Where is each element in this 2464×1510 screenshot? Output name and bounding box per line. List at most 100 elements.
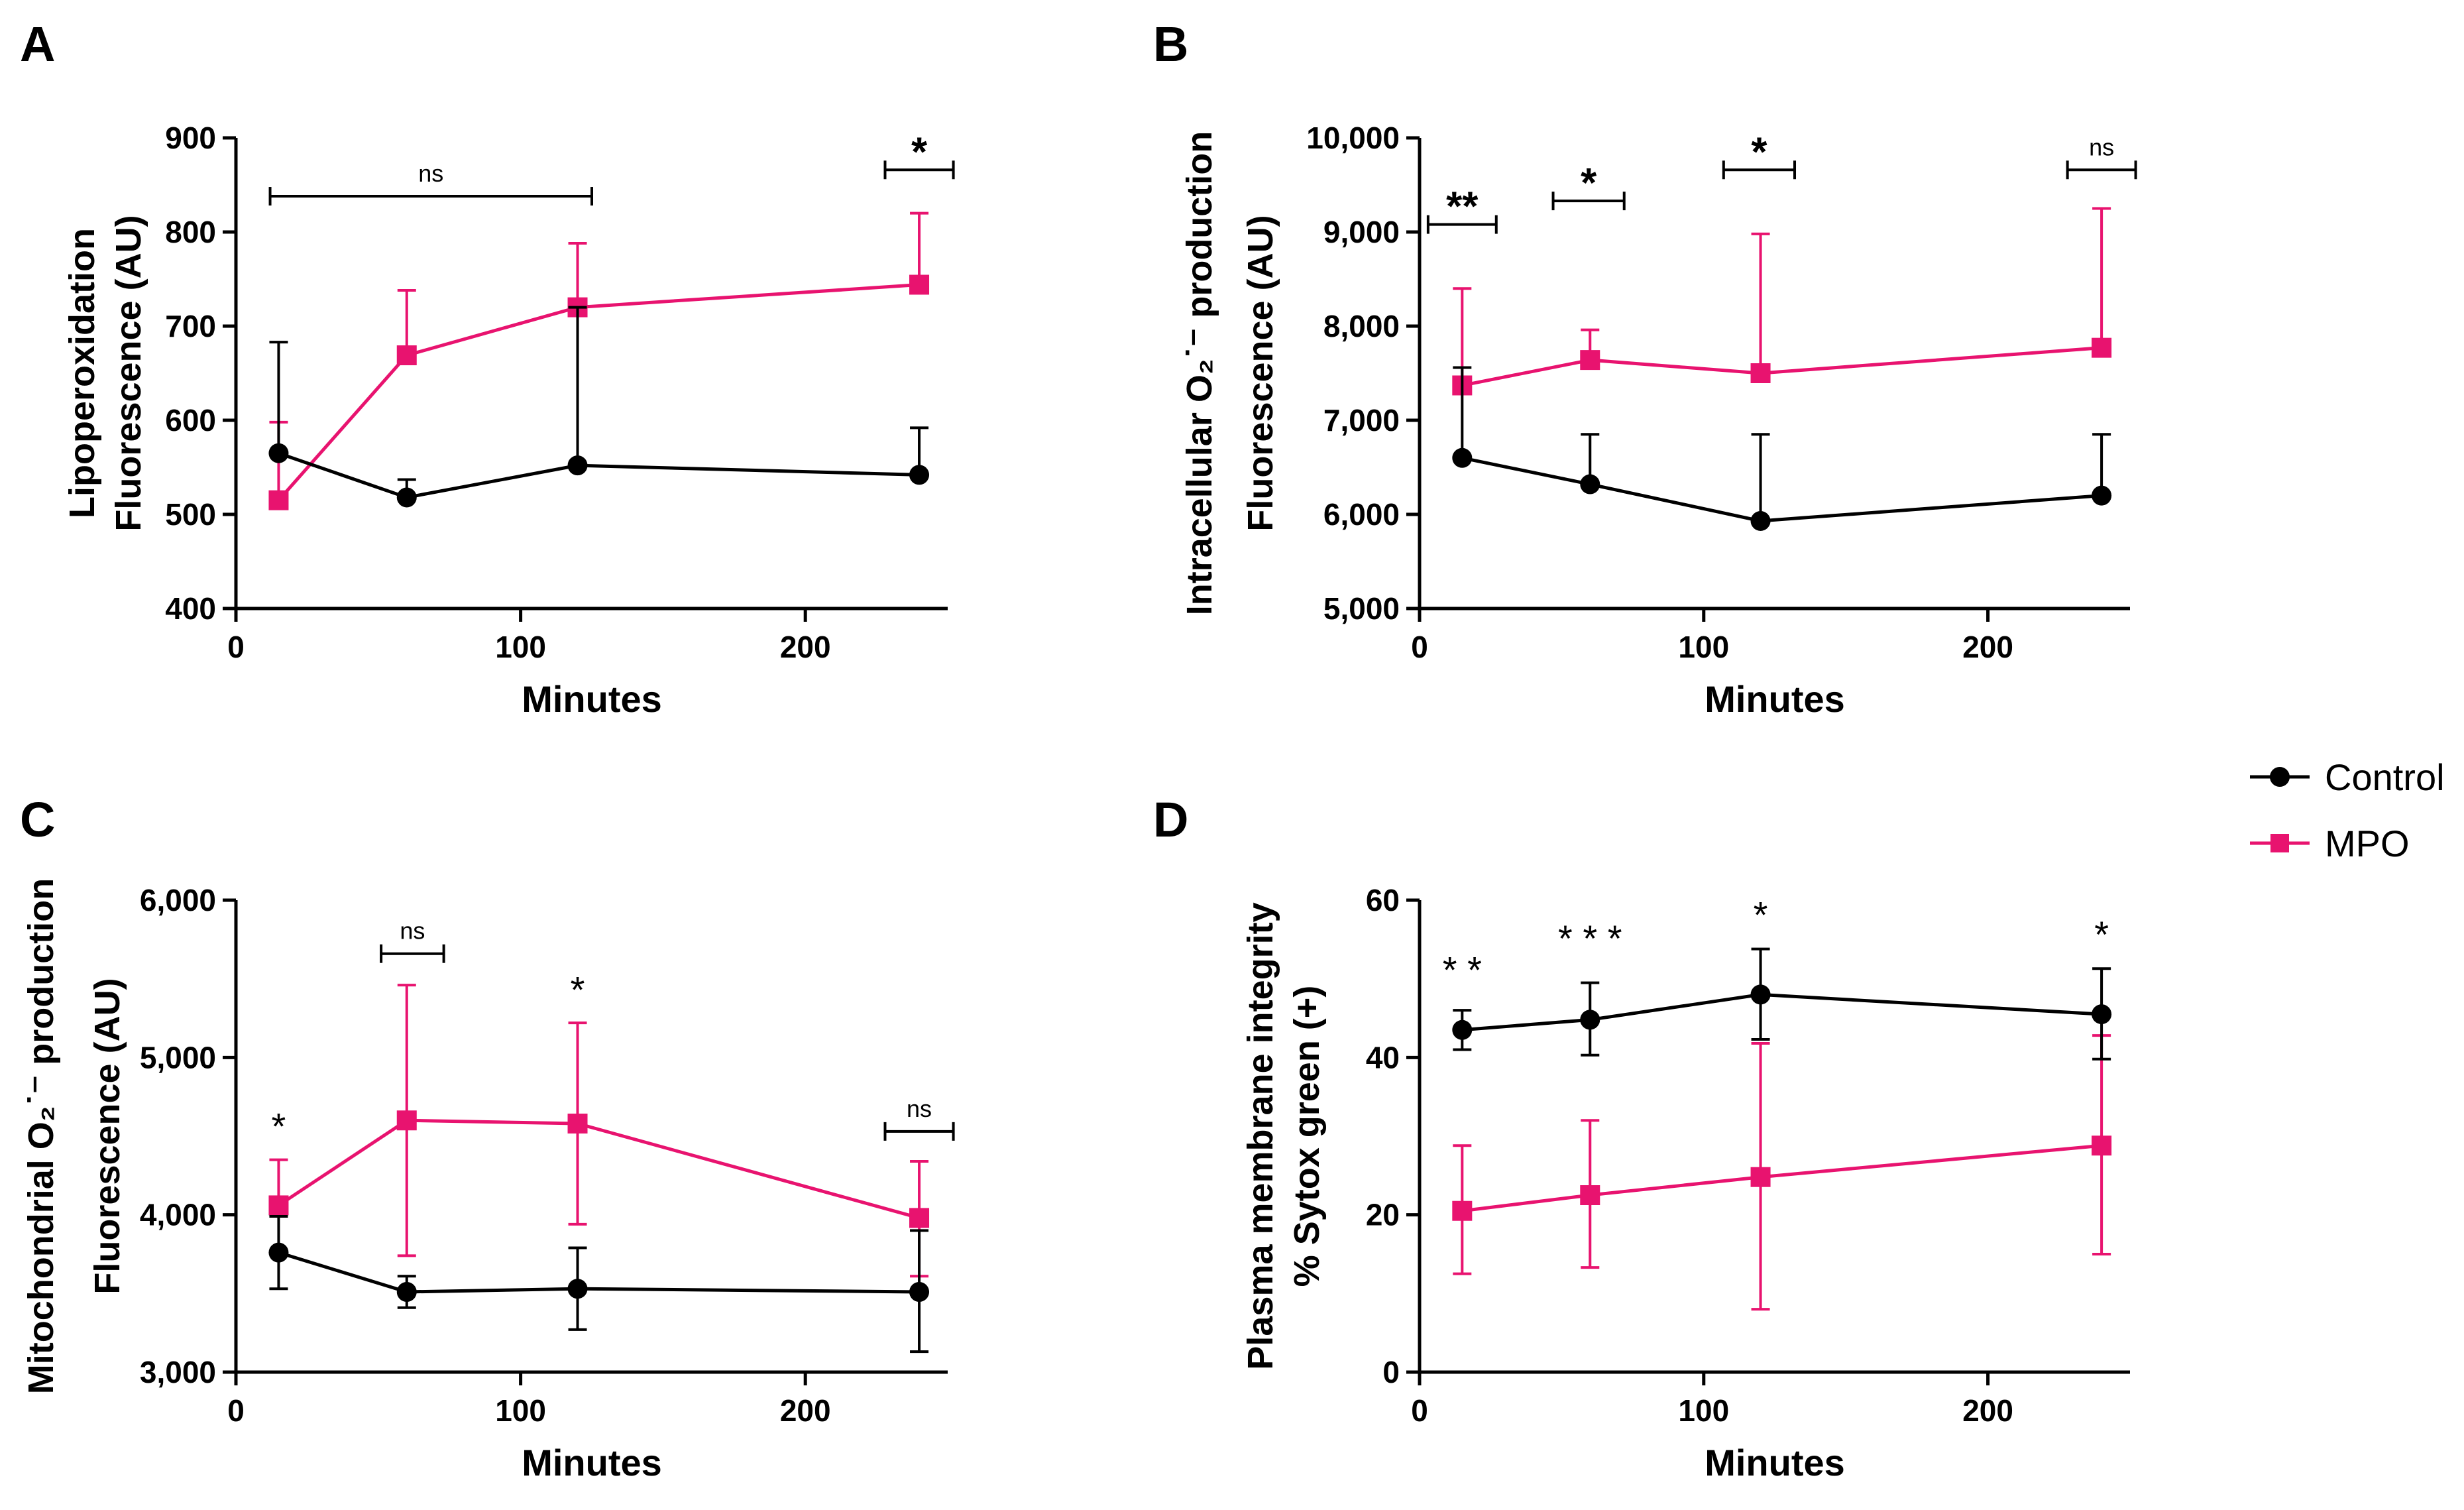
mpo-point bbox=[1580, 350, 1600, 371]
x-tick-label: 200 bbox=[1962, 1393, 2013, 1428]
y-axis-label-line-2: Fluorescence (AU) bbox=[109, 215, 148, 531]
mpo-series-line bbox=[1462, 1143, 2102, 1213]
y-tick-label: 9,000 bbox=[1323, 215, 1400, 249]
x-tick-label: 0 bbox=[227, 630, 245, 664]
y-tick-label: 20 bbox=[1366, 1198, 1400, 1232]
panel-c: C 3,000 4,000 5,000 6,000 0 100 200 Minutes Mitoc… bbox=[20, 792, 955, 1483]
y-tick-label: 40 bbox=[1366, 1040, 1400, 1074]
y-tick-label: 6,000 bbox=[1323, 497, 1400, 532]
control-point bbox=[1580, 1010, 1600, 1030]
y-tick-label: 7,000 bbox=[1323, 403, 1400, 437]
y-tick-label: 800 bbox=[165, 215, 216, 249]
control-point bbox=[567, 1279, 588, 1299]
mpo-series-line bbox=[1461, 346, 2102, 387]
y-tick-label: 6,000 bbox=[140, 883, 216, 917]
y-axis-label-line-2: % Sytox green (+) bbox=[1287, 986, 1327, 1287]
y-tick-label: 500 bbox=[165, 497, 216, 532]
y-tick-label: 10,000 bbox=[1306, 121, 1400, 155]
panel-label: A bbox=[20, 17, 55, 72]
y-tick-label: 8,000 bbox=[1323, 309, 1400, 343]
significance-label: * bbox=[1754, 894, 1768, 936]
mpo-point bbox=[2092, 337, 2112, 358]
y-tick-label: 5,000 bbox=[1323, 591, 1400, 626]
control-series-line bbox=[278, 451, 920, 500]
legend-control-label: Control bbox=[2325, 756, 2445, 798]
x-tick-label: 0 bbox=[1411, 630, 1428, 664]
mpo-series-line bbox=[277, 283, 920, 502]
y-axis-label-line-2: Fluorescence (AU) bbox=[87, 978, 127, 1294]
y-tick-label: 3,000 bbox=[140, 1355, 216, 1389]
control-point bbox=[2092, 485, 2112, 506]
control-point bbox=[909, 1281, 930, 1302]
x-axis-label: Minutes bbox=[522, 678, 662, 720]
x-axis-label: Minutes bbox=[1705, 678, 1845, 720]
control-point bbox=[268, 1242, 289, 1263]
mpo-point bbox=[396, 1110, 417, 1131]
x-tick-label: 200 bbox=[780, 630, 831, 664]
control-point bbox=[1750, 510, 1771, 531]
y-axis-label-line-1: Lipoperoxidation bbox=[62, 228, 102, 518]
significance-label: * bbox=[1751, 129, 1767, 175]
x-tick-label: 0 bbox=[227, 1393, 245, 1428]
significance-label: * bbox=[1581, 160, 1597, 206]
significance-label: * * bbox=[1443, 949, 1482, 991]
mpo-point bbox=[909, 274, 930, 295]
legend: Control MPO bbox=[2250, 756, 2445, 864]
panel-label: D bbox=[1153, 792, 1188, 847]
y-tick-label: 400 bbox=[165, 591, 216, 626]
mpo-point bbox=[1750, 1167, 1771, 1187]
y-axis-label-line-1: Mitochondrial O₂˙⁻ production bbox=[21, 878, 61, 1394]
y-tick-label: 600 bbox=[165, 403, 216, 437]
legend-control-marker bbox=[2270, 767, 2290, 787]
control-point bbox=[1750, 984, 1771, 1005]
significance-label: ns bbox=[2089, 133, 2114, 160]
significance-label: * * * bbox=[1558, 917, 1622, 959]
legend-mpo-label: MPO bbox=[2325, 823, 2410, 864]
significance-label: * bbox=[272, 1106, 286, 1147]
x-tick-label: 0 bbox=[1411, 1393, 1428, 1428]
control-point bbox=[2092, 1004, 2112, 1025]
control-point bbox=[396, 1281, 417, 1302]
significance-label: * bbox=[911, 129, 928, 175]
x-tick-label: 100 bbox=[495, 1393, 546, 1428]
mpo-point bbox=[268, 490, 289, 510]
control-series-line bbox=[1462, 992, 2102, 1032]
control-point bbox=[567, 455, 588, 476]
control-point bbox=[1452, 1019, 1473, 1040]
y-tick-label: 5,000 bbox=[140, 1040, 216, 1074]
x-axis-label: Minutes bbox=[1705, 1442, 1845, 1483]
panel-label: B bbox=[1153, 17, 1188, 72]
control-point bbox=[1452, 447, 1473, 468]
panel-d: D 0 20 40 60 0 100 200 Minutes Plasma membrane in… bbox=[1153, 792, 2130, 1483]
y-axis-label-line-1: Plasma membrane integrity bbox=[1241, 902, 1280, 1369]
y-tick-label: 700 bbox=[165, 309, 216, 343]
mpo-point bbox=[2092, 1135, 2112, 1156]
significance-label: ns bbox=[400, 917, 425, 945]
significance-label: * bbox=[2094, 913, 2109, 955]
control-point bbox=[909, 465, 930, 485]
legend-mpo-marker bbox=[2270, 834, 2289, 852]
mpo-point bbox=[567, 1114, 588, 1134]
control-point bbox=[1580, 474, 1600, 494]
x-tick-label: 100 bbox=[495, 630, 546, 664]
significance-label: ** bbox=[1446, 184, 1479, 230]
mpo-point bbox=[1580, 1185, 1600, 1205]
x-tick-label: 200 bbox=[780, 1393, 831, 1428]
panel-label: C bbox=[20, 792, 55, 847]
x-axis-label: Minutes bbox=[522, 1442, 662, 1483]
y-tick-label: 0 bbox=[1382, 1355, 1400, 1389]
mpo-point bbox=[1750, 363, 1771, 383]
x-tick-label: 100 bbox=[1678, 1393, 1729, 1428]
mpo-series-line bbox=[278, 1118, 920, 1220]
significance-label: ns bbox=[418, 160, 443, 187]
significance-label: ns bbox=[907, 1095, 932, 1122]
significance-label: * bbox=[571, 968, 585, 1010]
mpo-point bbox=[396, 345, 417, 366]
y-tick-label: 900 bbox=[165, 121, 216, 155]
control-series-line bbox=[1461, 456, 2102, 523]
y-axis-label-line-2: Fluorescence (AU) bbox=[1241, 215, 1280, 531]
y-axis-label-line-1: Intracellular O₂˙⁻ production bbox=[1180, 131, 1219, 616]
control-series-line bbox=[278, 1251, 920, 1294]
mpo-point bbox=[909, 1208, 930, 1228]
